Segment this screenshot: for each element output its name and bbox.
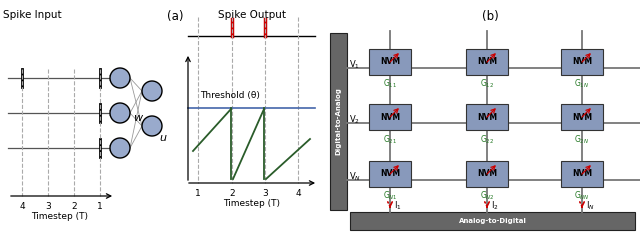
Text: NVM: NVM (477, 58, 497, 66)
Text: G$_{1N}$: G$_{1N}$ (574, 78, 589, 90)
Text: 1: 1 (97, 202, 103, 211)
Text: V$_2$: V$_2$ (349, 114, 360, 126)
Text: NVM: NVM (380, 169, 400, 178)
Bar (561, 49, 603, 75)
Text: G$_{NN}$: G$_{NN}$ (574, 190, 590, 203)
Bar (350, 212, 635, 230)
Text: G$_{2N}$: G$_{2N}$ (574, 133, 589, 145)
Text: (b): (b) (482, 10, 499, 23)
Text: Threshold (θ): Threshold (θ) (200, 91, 260, 100)
Text: 3: 3 (45, 202, 51, 211)
Text: NVM: NVM (380, 58, 400, 66)
Text: Spike Input: Spike Input (3, 10, 61, 20)
Text: G$_{N1}$: G$_{N1}$ (383, 190, 397, 203)
Text: Digital-to-Analog: Digital-to-Analog (335, 88, 342, 155)
Bar (466, 161, 508, 187)
Text: u: u (159, 133, 166, 143)
Text: I$_N$: I$_N$ (586, 200, 595, 212)
Circle shape (110, 103, 130, 123)
Text: G$_{11}$: G$_{11}$ (383, 78, 397, 90)
Bar (561, 161, 603, 187)
Text: I$_2$: I$_2$ (491, 200, 499, 212)
Text: Timestep (T): Timestep (T) (223, 199, 280, 208)
Text: V$_1$: V$_1$ (349, 59, 360, 71)
Circle shape (110, 138, 130, 158)
Text: NVM: NVM (572, 169, 592, 178)
Text: 3: 3 (262, 189, 268, 198)
Text: Timestep (T): Timestep (T) (31, 212, 88, 221)
Text: 2: 2 (229, 189, 235, 198)
Text: NVM: NVM (380, 113, 400, 122)
Text: G$_{12}$: G$_{12}$ (480, 78, 494, 90)
Bar (369, 161, 411, 187)
Bar (330, 33, 347, 210)
Bar (369, 49, 411, 75)
Circle shape (142, 81, 162, 101)
Bar (369, 104, 411, 130)
Text: 4: 4 (295, 189, 301, 198)
Text: NVM: NVM (572, 113, 592, 122)
Text: G$_{21}$: G$_{21}$ (383, 133, 397, 145)
Text: NVM: NVM (477, 169, 497, 178)
Text: V$_N$: V$_N$ (349, 171, 361, 183)
Circle shape (110, 68, 130, 88)
Text: NVM: NVM (572, 58, 592, 66)
Text: Analog-to-Digital: Analog-to-Digital (459, 218, 527, 224)
Text: 2: 2 (71, 202, 77, 211)
Text: NVM: NVM (477, 113, 497, 122)
Circle shape (142, 116, 162, 136)
Text: Spike Output: Spike Output (218, 10, 285, 20)
Text: 1: 1 (195, 189, 201, 198)
Text: G$_{22}$: G$_{22}$ (480, 133, 494, 145)
Bar (561, 104, 603, 130)
Text: I$_1$: I$_1$ (394, 200, 402, 212)
Text: G$_{N2}$: G$_{N2}$ (479, 190, 495, 203)
Text: (a): (a) (167, 10, 183, 23)
Text: w: w (133, 113, 143, 123)
Text: 4: 4 (19, 202, 25, 211)
Bar (466, 104, 508, 130)
Bar (466, 49, 508, 75)
